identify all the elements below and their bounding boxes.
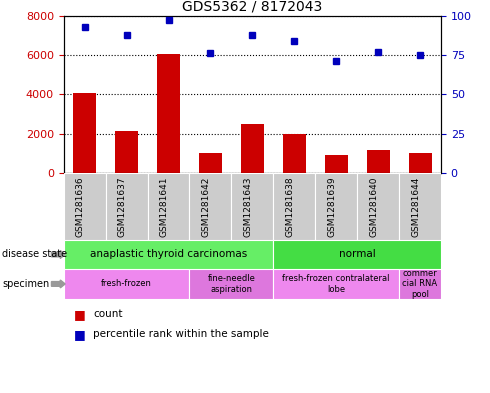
Bar xyxy=(283,134,306,173)
Bar xyxy=(273,269,399,299)
Bar xyxy=(199,153,222,173)
Text: ■: ■ xyxy=(74,308,85,321)
Text: disease state: disease state xyxy=(2,250,68,259)
Bar xyxy=(190,173,231,240)
Bar xyxy=(273,240,441,269)
Bar xyxy=(325,155,348,173)
Text: count: count xyxy=(93,309,122,320)
Text: GSM1281641: GSM1281641 xyxy=(160,176,169,237)
Bar xyxy=(409,153,432,173)
Text: anaplastic thyroid carcinomas: anaplastic thyroid carcinomas xyxy=(90,250,247,259)
Text: GSM1281640: GSM1281640 xyxy=(369,176,378,237)
Text: fresh-frozen contralateral
lobe: fresh-frozen contralateral lobe xyxy=(282,274,390,294)
Text: GSM1281642: GSM1281642 xyxy=(201,176,210,237)
Text: GSM1281644: GSM1281644 xyxy=(411,176,420,237)
Text: percentile rank within the sample: percentile rank within the sample xyxy=(93,329,269,339)
Text: specimen: specimen xyxy=(2,279,49,289)
Bar xyxy=(367,150,390,173)
Bar xyxy=(231,173,273,240)
Text: GSM1281643: GSM1281643 xyxy=(244,176,252,237)
Bar xyxy=(73,93,96,173)
Bar xyxy=(115,130,138,173)
Bar xyxy=(273,173,315,240)
Text: GSM1281638: GSM1281638 xyxy=(285,176,294,237)
Bar xyxy=(106,173,147,240)
Bar xyxy=(357,173,399,240)
Text: fine-needle
aspiration: fine-needle aspiration xyxy=(207,274,255,294)
Title: GDS5362 / 8172043: GDS5362 / 8172043 xyxy=(182,0,322,13)
Bar xyxy=(157,54,180,173)
Text: normal: normal xyxy=(339,250,375,259)
Text: fresh-frozen: fresh-frozen xyxy=(101,279,152,288)
Text: GSM1281636: GSM1281636 xyxy=(75,176,85,237)
Bar xyxy=(399,269,441,299)
Text: GSM1281637: GSM1281637 xyxy=(118,176,126,237)
Bar xyxy=(147,173,190,240)
Bar xyxy=(399,173,441,240)
Bar xyxy=(315,173,357,240)
Bar xyxy=(241,124,264,173)
Text: commer
cial RNA
pool: commer cial RNA pool xyxy=(402,269,438,299)
Bar xyxy=(64,173,106,240)
Text: ■: ■ xyxy=(74,327,85,341)
Text: GSM1281639: GSM1281639 xyxy=(327,176,336,237)
Bar xyxy=(190,269,273,299)
Bar xyxy=(64,269,190,299)
Bar xyxy=(64,240,273,269)
